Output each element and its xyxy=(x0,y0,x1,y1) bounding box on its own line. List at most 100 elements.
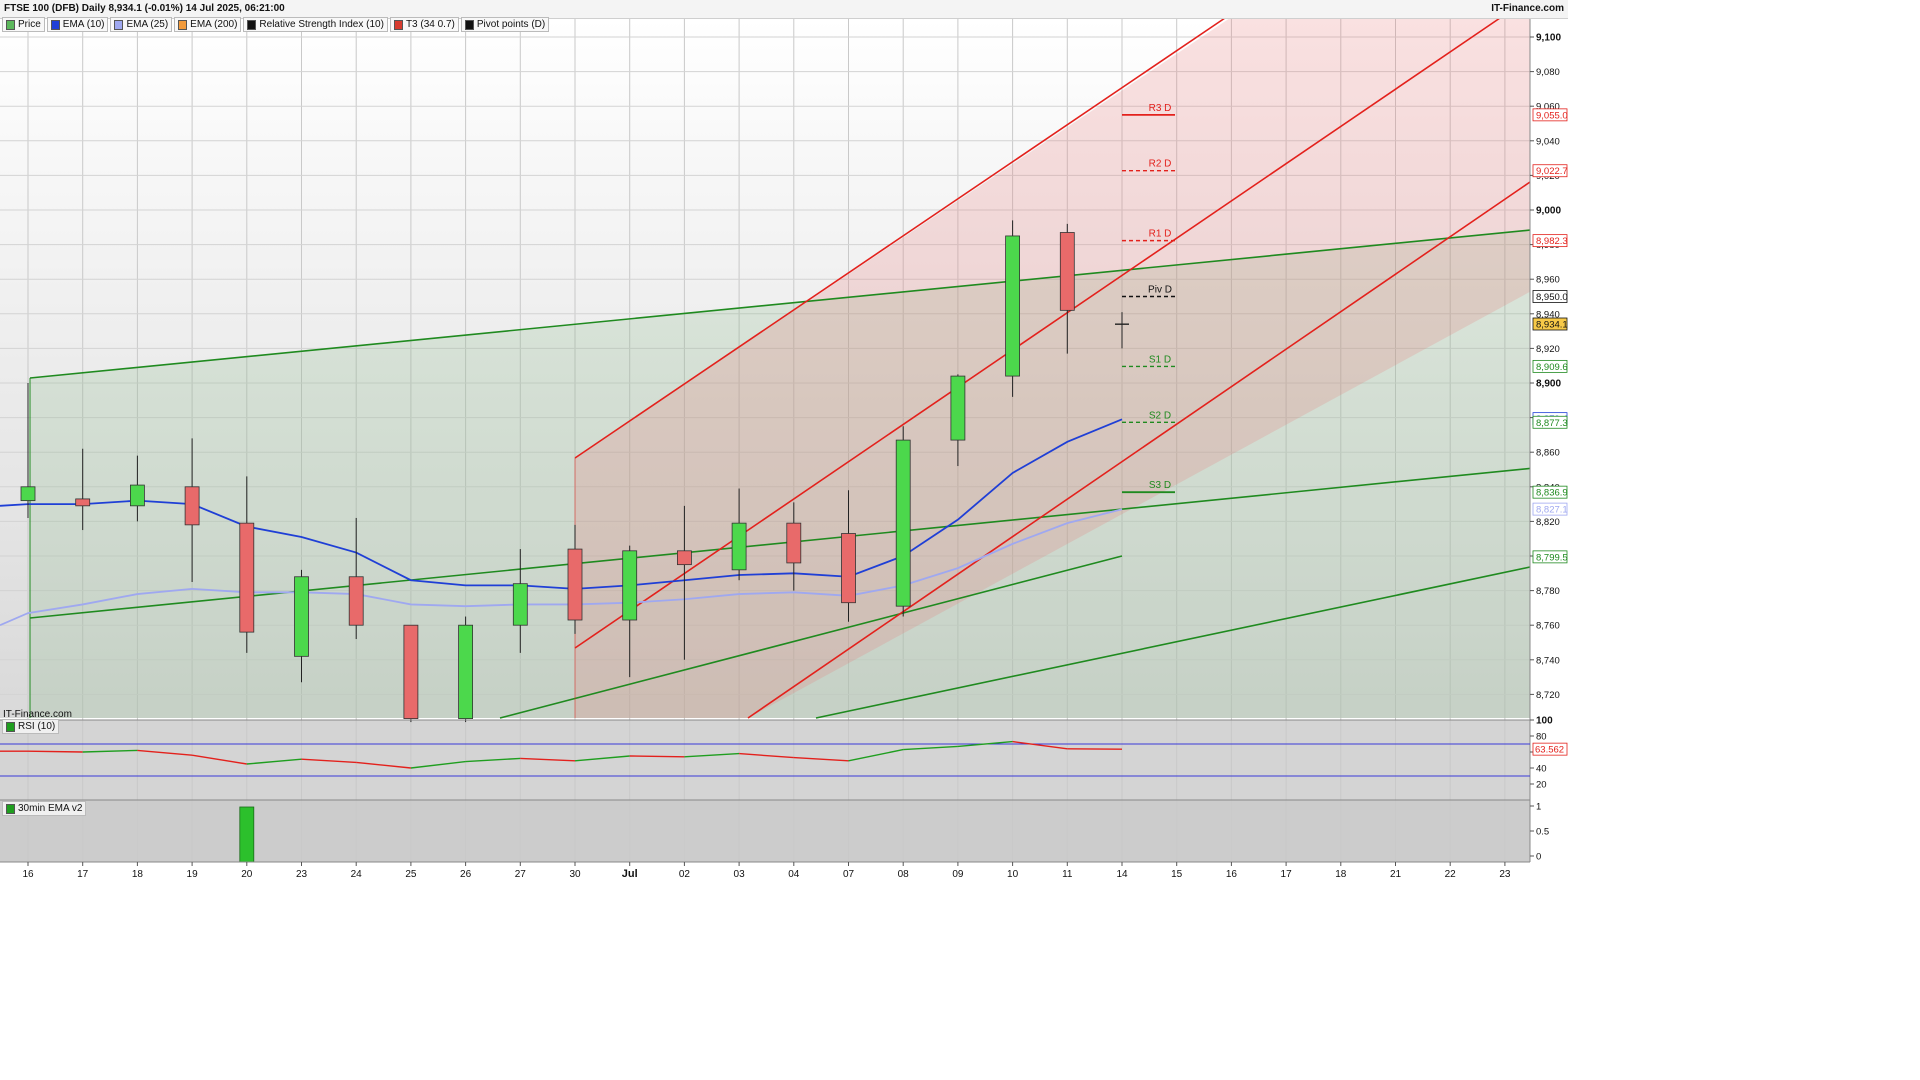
x-tick-label: 26 xyxy=(460,869,472,880)
x-tick-label: 09 xyxy=(952,869,964,880)
rsi-panel-bg xyxy=(0,720,1530,800)
candle-body xyxy=(567,548,583,621)
rsi-segment xyxy=(82,749,138,753)
price-tag-label: 8,836.9 xyxy=(1536,488,1568,499)
candle-body xyxy=(786,522,802,564)
candle-body xyxy=(348,576,364,626)
x-tick-label: 18 xyxy=(1335,869,1347,880)
time-axis-bg xyxy=(0,862,1568,882)
x-tick-label: 18 xyxy=(132,869,144,880)
x-tick-label: 02 xyxy=(679,869,691,880)
ema-panel-label[interactable]: 30min EMA v2 xyxy=(2,801,87,816)
candle xyxy=(567,524,583,634)
legend-item-ema10[interactable]: EMA (10) xyxy=(46,17,109,32)
y-axis-bg xyxy=(1530,18,1568,882)
x-tick-label: 20 xyxy=(241,869,253,880)
price-tag-box xyxy=(1532,108,1568,122)
red-channel-top xyxy=(574,17,1226,459)
legend-swatch xyxy=(393,19,403,30)
ema-v2-tick-label: 0 xyxy=(1536,852,1541,863)
price-tag-label: 8,799.5 xyxy=(1536,552,1568,563)
pivot-label: S3 D xyxy=(1149,480,1171,491)
x-tick-label: 10 xyxy=(1007,869,1019,880)
candle-body xyxy=(129,484,145,507)
legend-swatch xyxy=(247,19,257,30)
legend-item-ema200[interactable]: EMA (200) xyxy=(174,17,242,32)
green-channel-inner xyxy=(499,555,1123,719)
candle-body xyxy=(895,439,911,607)
rsi-tick-label: 20 xyxy=(1536,780,1547,791)
y-tick-label: 8,820 xyxy=(1536,517,1560,528)
legend-item-pivots[interactable]: Pivot points (D) xyxy=(460,17,550,32)
legend-item-ema25[interactable]: EMA (25) xyxy=(110,17,173,32)
green-channel-bottom xyxy=(815,566,1531,719)
x-tick-label: 25 xyxy=(405,869,417,880)
rsi-segment xyxy=(246,758,302,765)
legend-swatch xyxy=(114,19,124,30)
candle-body xyxy=(950,375,966,441)
candle xyxy=(129,455,145,522)
x-tick-label: Jul xyxy=(622,868,638,880)
candle-body xyxy=(1005,235,1020,377)
y-tick-label: 9,060 xyxy=(1536,102,1560,113)
price-tag-box xyxy=(1532,485,1568,499)
ema25-line xyxy=(0,508,1123,627)
candle xyxy=(348,517,364,640)
rsi-segment xyxy=(27,750,83,753)
price-tag-label: 8,934.1 xyxy=(1536,320,1568,331)
candle-body xyxy=(184,486,200,526)
rsi-segment xyxy=(629,755,685,758)
rsi-segment xyxy=(903,745,958,751)
chart-header: FTSE 100 (DFB) Daily 8,934.1 (-0.01%) 14… xyxy=(0,0,1568,19)
pivot-label: R1 D xyxy=(1149,229,1172,240)
x-tick-label: 27 xyxy=(515,869,527,880)
x-tick-label: 11 xyxy=(1062,869,1073,880)
rsi-tick-label: 100 xyxy=(1536,716,1553,727)
x-tick-label: 14 xyxy=(1116,869,1128,880)
legend-swatch xyxy=(50,19,60,30)
rsi-value-box xyxy=(1532,742,1568,756)
watermark: IT-Finance.com xyxy=(3,709,72,720)
candle xyxy=(75,448,91,531)
brand-label: IT-Finance.com xyxy=(1491,3,1564,14)
red-channel-fill xyxy=(575,18,1530,718)
legend-swatch xyxy=(6,19,15,30)
price-tag-box xyxy=(1532,359,1568,373)
rsi-panel-label[interactable]: RSI (10) xyxy=(2,719,60,734)
price-tag-box xyxy=(1532,317,1568,331)
x-tick-label: 17 xyxy=(77,869,89,880)
rsi-segment xyxy=(465,757,521,763)
x-tick-label: 24 xyxy=(351,869,363,880)
rsi-segment xyxy=(684,752,740,758)
candle xyxy=(786,502,802,591)
legend-item-price[interactable]: Price xyxy=(2,17,45,32)
legend-item-rsi[interactable]: Relative Strength Index (10) xyxy=(243,17,388,32)
x-tick-label: 07 xyxy=(843,869,855,880)
y-tick-label: 8,940 xyxy=(1536,309,1560,320)
price-tag-label: 8,877.3 xyxy=(1536,418,1568,429)
ema-v2-swatch xyxy=(6,803,15,814)
candle-body xyxy=(622,550,638,621)
candle xyxy=(1005,220,1020,397)
price-axis: 8,7208,7408,7608,7808,8008,8208,8408,860… xyxy=(1529,18,1568,862)
price-tag-box xyxy=(1532,550,1568,564)
legend-item-t3[interactable]: T3 (34 0.7) xyxy=(389,17,459,32)
rsi-segment xyxy=(739,752,794,759)
candle xyxy=(841,490,856,622)
candle xyxy=(512,549,528,653)
y-tick-label: 8,780 xyxy=(1536,586,1560,597)
x-tick-label: 16 xyxy=(22,869,34,880)
y-tick-label: 8,960 xyxy=(1536,275,1560,286)
y-tick-label: 9,000 xyxy=(1536,206,1561,217)
pivot-label: S2 D xyxy=(1149,410,1171,421)
price-tag-box xyxy=(1532,502,1568,516)
x-tick-label: 23 xyxy=(1499,869,1511,880)
rsi-tick-label: 40 xyxy=(1536,764,1547,775)
candle xyxy=(294,569,309,683)
ema-v2-tick-label: 0.5 xyxy=(1536,827,1549,838)
pivot-label: R3 D xyxy=(1149,103,1172,114)
price-chart[interactable]: R3 D R2 D R1 D Piv D S1 D S2 D S3 D 8,720 8,740 8… xyxy=(0,0,1568,882)
rsi-swatch xyxy=(6,721,15,732)
candle xyxy=(403,624,419,723)
green-channel-fill xyxy=(30,230,1530,718)
